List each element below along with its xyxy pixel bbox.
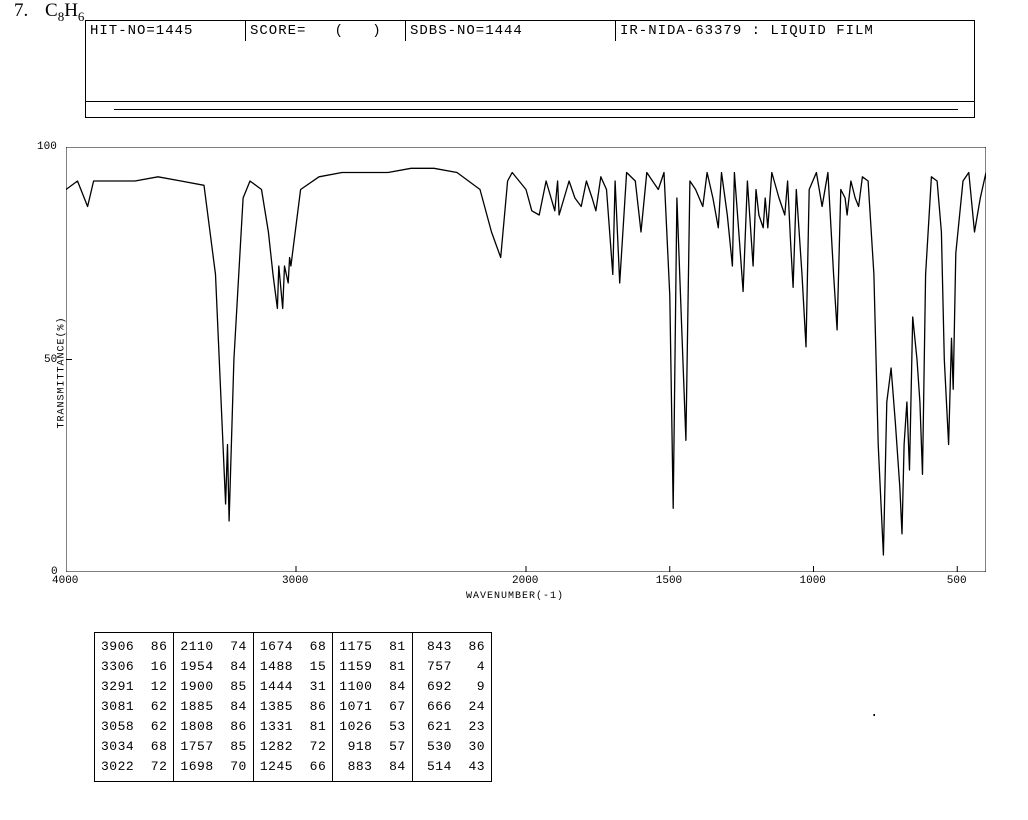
- x-tick-label: 1500: [656, 575, 682, 587]
- table-row: 1385 86: [260, 697, 326, 717]
- table-row: 666 24: [419, 697, 485, 717]
- table-row: 3058 62: [101, 717, 167, 737]
- hit-no-cell: HIT-NO=1445: [86, 21, 246, 41]
- ir-info-cell: IR-NIDA-63379 : LIQUID FILM: [616, 21, 974, 41]
- table-row: 3034 68: [101, 737, 167, 757]
- ir-spectrum-chart: TRANSMITTANCE(%) WAVENUMBER(-1) 050100 4…: [26, 147, 994, 607]
- table-row: 1282 72: [260, 737, 326, 757]
- header-box: HIT-NO=1445 SCORE= ( ) SDBS-NO=1444 IR-N…: [85, 20, 975, 118]
- table-row: 757 4: [419, 657, 485, 677]
- table-row: 3906 86: [101, 637, 167, 657]
- table-row: 1954 84: [180, 657, 246, 677]
- x-axis-label: WAVENUMBER(-1): [466, 591, 564, 602]
- table-row: 1488 15: [260, 657, 326, 677]
- table-column: 3906 863306 163291 123081 623058 623034 …: [95, 633, 174, 781]
- header-baseline: [108, 109, 958, 110]
- table-row: 883 84: [339, 757, 405, 777]
- page: 7. C8H6 HIT-NO=1445 SCORE= ( ) SDBS-NO=1…: [0, 0, 1028, 820]
- x-tick-label: 2000: [512, 575, 538, 587]
- table-row: 1808 86: [180, 717, 246, 737]
- table-row: 1175 81: [339, 637, 405, 657]
- table-column: 1175 811159 811100 841071 671026 53 918 …: [333, 633, 412, 781]
- y-tick-label: 50: [44, 354, 57, 366]
- score-cell: SCORE= ( ): [246, 21, 406, 41]
- table-row: 1100 84: [339, 677, 405, 697]
- header-row-1: HIT-NO=1445 SCORE= ( ) SDBS-NO=1444 IR-N…: [86, 21, 974, 41]
- table-row: 1885 84: [180, 697, 246, 717]
- table-row: 1245 66: [260, 757, 326, 777]
- table-row: 1444 31: [260, 677, 326, 697]
- table-column: 2110 741954 841900 851885 841808 861757 …: [174, 633, 253, 781]
- table-row: 1026 53: [339, 717, 405, 737]
- header-row-2: [86, 41, 974, 101]
- table-row: 692 9: [419, 677, 485, 697]
- table-column: 1674 681488 151444 311385 861331 811282 …: [254, 633, 333, 781]
- table-row: 1674 68: [260, 637, 326, 657]
- table-row: 3291 12: [101, 677, 167, 697]
- problem-formula: C8H6: [45, 0, 84, 21]
- spectrum-plot: [66, 147, 986, 572]
- x-tick-label: 3000: [282, 575, 308, 587]
- sdbs-no-cell: SDBS-NO=1444: [406, 21, 616, 41]
- table-row: 3081 62: [101, 697, 167, 717]
- table-column: 843 86 757 4 692 9 666 24 621 23 530 30 …: [413, 633, 491, 781]
- x-tick-label: 500: [947, 575, 967, 587]
- table-row: 1757 85: [180, 737, 246, 757]
- peak-table: 3906 863306 163291 123081 623058 623034 …: [94, 632, 492, 782]
- table-row: 514 43: [419, 757, 485, 777]
- table-row: 3306 16: [101, 657, 167, 677]
- x-tick-label: 4000: [52, 575, 78, 587]
- table-row: 3022 72: [101, 757, 167, 777]
- table-row: 1071 67: [339, 697, 405, 717]
- table-row: 1331 81: [260, 717, 326, 737]
- table-row: 1698 70: [180, 757, 246, 777]
- table-row: 2110 74: [180, 637, 246, 657]
- stray-dot: .: [870, 705, 878, 721]
- problem-number: 7.: [14, 0, 28, 21]
- table-row: 1159 81: [339, 657, 405, 677]
- table-row: 918 57: [339, 737, 405, 757]
- header-baseline-gap: [86, 106, 114, 112]
- x-tick-label: 1000: [800, 575, 826, 587]
- table-row: 843 86: [419, 637, 485, 657]
- table-row: 621 23: [419, 717, 485, 737]
- header-row-3: [86, 101, 974, 117]
- table-row: 1900 85: [180, 677, 246, 697]
- table-row: 530 30: [419, 737, 485, 757]
- problem-label: 7. C8H6: [14, 0, 84, 25]
- y-tick-label: 100: [37, 141, 57, 153]
